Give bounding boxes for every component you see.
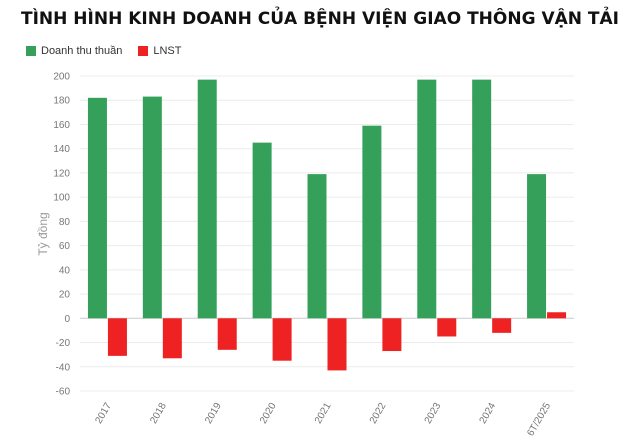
y-axis-ticks: -60 -40 -20 0 20 40 60 80 100 120 140 160 180 200: [53, 72, 70, 398]
bar-revenue: [362, 125, 382, 319]
y-tick-label: 200: [53, 72, 70, 83]
bar-profit: [162, 318, 182, 359]
legend-item-profit[interactable]: LNST: [138, 45, 181, 57]
y-tick-label: 80: [59, 217, 71, 228]
bar-profit: [107, 318, 127, 356]
y-tick-label: 140: [53, 144, 70, 155]
y-tick-label: 0: [64, 314, 70, 325]
x-tick-label: 2018: [148, 401, 169, 426]
bar-profit: [272, 318, 292, 361]
legend-item-revenue[interactable]: Doanh thu thuần: [26, 45, 122, 57]
legend-label-revenue: Doanh thu thuần: [41, 45, 123, 57]
bar-profit: [492, 318, 512, 333]
y-tick-label: 60: [59, 241, 71, 252]
x-tick-label: 2019: [203, 401, 224, 426]
x-tick-label: 6T/2025: [525, 401, 553, 439]
bar-profit: [382, 318, 402, 352]
x-tick-label: 2017: [93, 401, 114, 426]
bars: [87, 79, 567, 371]
bar-revenue: [417, 79, 437, 319]
legend-swatch-profit: [138, 46, 149, 56]
y-tick-label: 160: [53, 120, 70, 131]
y-tick-label: -60: [56, 387, 71, 398]
y-tick-label: -40: [56, 362, 71, 373]
x-tick-label: 2020: [258, 401, 279, 426]
grid-lines: [80, 75, 574, 392]
chart-legend: Doanh thu thuần LNST: [26, 45, 181, 57]
bar-revenue: [87, 97, 107, 319]
y-tick-label: 40: [59, 265, 71, 276]
y-tick-label: 20: [59, 290, 71, 301]
legend-label-profit: LNST: [153, 45, 182, 57]
chart-title: TÌNH HÌNH KINH DOANH CỦA BỆNH VIỆN GIAO …: [21, 9, 619, 29]
bar-profit: [327, 318, 347, 371]
bar-profit: [437, 318, 457, 337]
x-tick-label: 2022: [368, 401, 389, 426]
x-tick-label: 2023: [423, 401, 444, 426]
legend-swatch-revenue: [26, 46, 36, 56]
bar-revenue: [142, 96, 162, 319]
y-tick-label: -20: [56, 338, 71, 349]
x-axis-ticks: 2017 2018 2019 2020 2021 2022 2023 2024 6T/2025: [93, 401, 553, 439]
bar-revenue: [472, 79, 492, 319]
x-tick-label: 2024: [478, 401, 499, 426]
y-tick-label: 120: [53, 168, 70, 179]
bar-revenue: [307, 174, 327, 319]
y-tick-label: 180: [53, 96, 70, 107]
y-axis-label: Tỷ đồng: [36, 212, 50, 255]
bar-revenue: [252, 142, 272, 319]
x-tick-label: 2021: [313, 401, 334, 426]
bar-revenue: [197, 79, 217, 319]
bar-revenue: [527, 174, 547, 319]
bar-profit: [547, 312, 567, 319]
bar-profit: [217, 318, 237, 350]
y-tick-label: 100: [53, 193, 70, 204]
